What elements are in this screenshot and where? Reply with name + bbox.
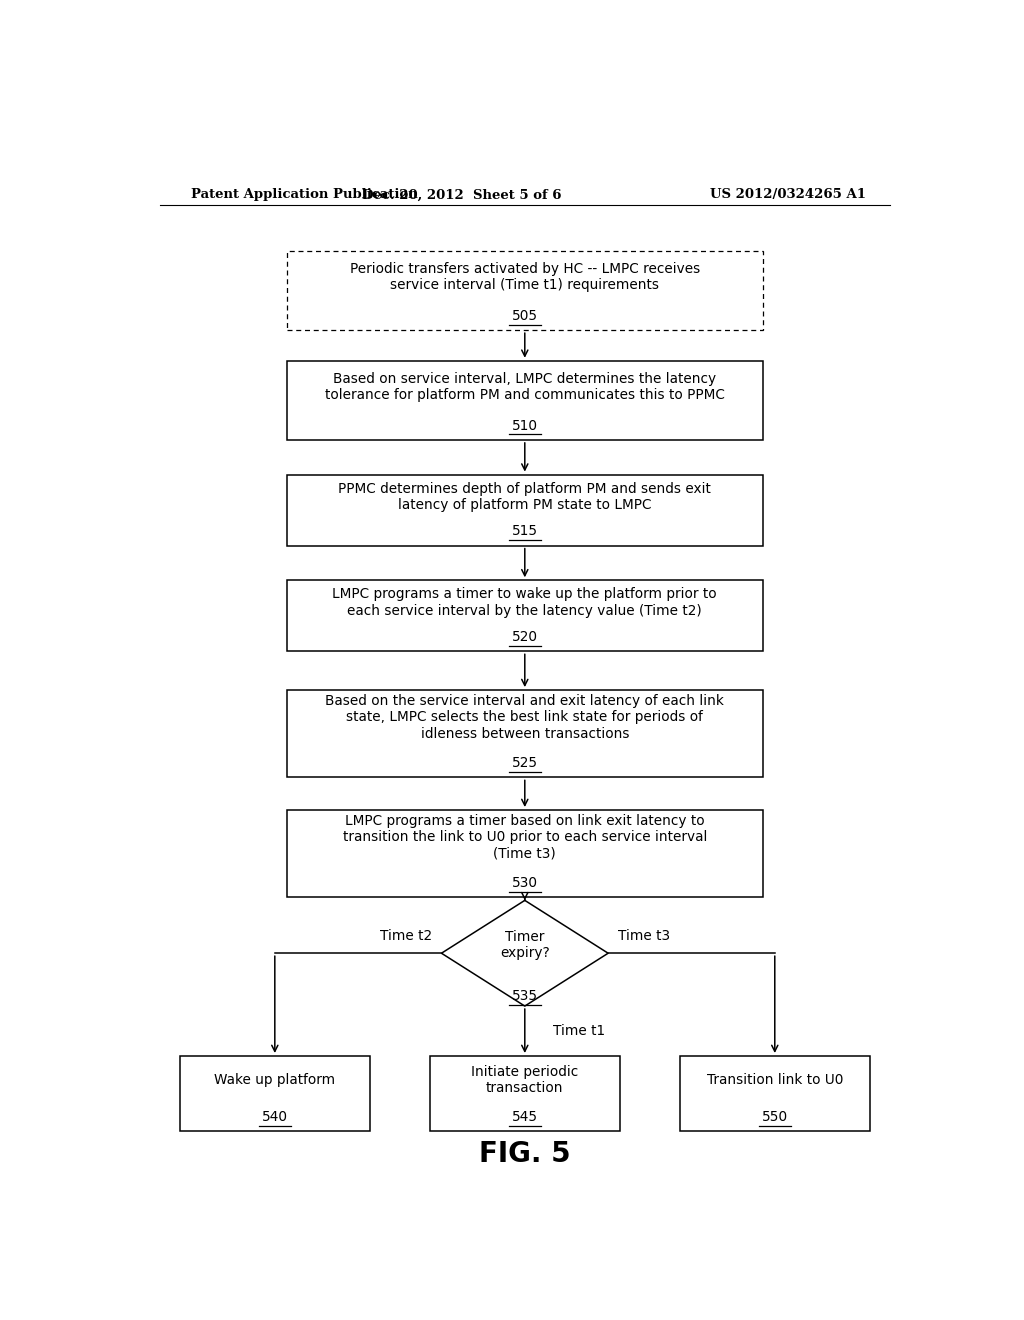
Text: PPMC determines depth of platform PM and sends exit
latency of platform PM state: PPMC determines depth of platform PM and… bbox=[338, 482, 712, 512]
Text: LMPC programs a timer to wake up the platform prior to
each service interval by : LMPC programs a timer to wake up the pla… bbox=[333, 587, 717, 618]
Text: Patent Application Publication: Patent Application Publication bbox=[191, 189, 418, 202]
Text: 510: 510 bbox=[512, 418, 538, 433]
Text: FIG. 5: FIG. 5 bbox=[479, 1140, 570, 1168]
Bar bbox=[430, 1056, 621, 1131]
Text: 515: 515 bbox=[512, 524, 538, 539]
Text: Dec. 20, 2012  Sheet 5 of 6: Dec. 20, 2012 Sheet 5 of 6 bbox=[361, 189, 561, 202]
Text: US 2012/0324265 A1: US 2012/0324265 A1 bbox=[710, 189, 866, 202]
Text: 505: 505 bbox=[512, 309, 538, 323]
Text: Time t3: Time t3 bbox=[617, 929, 670, 942]
Text: LMPC programs a timer based on link exit latency to
transition the link to U0 pr: LMPC programs a timer based on link exit… bbox=[343, 814, 707, 861]
Text: 545: 545 bbox=[512, 1110, 538, 1123]
Text: 535: 535 bbox=[512, 989, 538, 1003]
Bar bbox=[680, 1056, 870, 1131]
Text: Time t1: Time t1 bbox=[553, 1024, 605, 1038]
Text: 540: 540 bbox=[262, 1110, 288, 1123]
Bar bbox=[287, 581, 763, 651]
Text: 525: 525 bbox=[512, 756, 538, 770]
Bar bbox=[179, 1056, 370, 1131]
Text: Based on the service interval and exit latency of each link
state, LMPC selects : Based on the service interval and exit l… bbox=[326, 694, 724, 741]
Text: Time t2: Time t2 bbox=[380, 929, 432, 942]
Text: Initiate periodic
transaction: Initiate periodic transaction bbox=[471, 1065, 579, 1096]
Polygon shape bbox=[441, 900, 608, 1006]
Bar bbox=[287, 690, 763, 777]
Text: 550: 550 bbox=[762, 1110, 787, 1123]
Text: Periodic transfers activated by HC -- LMPC receives
service interval (Time t1) r: Periodic transfers activated by HC -- LM… bbox=[349, 263, 700, 293]
Text: 530: 530 bbox=[512, 876, 538, 890]
Bar bbox=[287, 251, 763, 330]
Bar bbox=[287, 474, 763, 545]
Text: Based on service interval, LMPC determines the latency
tolerance for platform PM: Based on service interval, LMPC determin… bbox=[325, 372, 725, 403]
Text: 520: 520 bbox=[512, 630, 538, 644]
Bar bbox=[287, 810, 763, 898]
Bar bbox=[287, 360, 763, 440]
Text: Wake up platform: Wake up platform bbox=[214, 1073, 336, 1088]
Text: Timer
expiry?: Timer expiry? bbox=[500, 931, 550, 960]
Text: Transition link to U0: Transition link to U0 bbox=[707, 1073, 843, 1088]
